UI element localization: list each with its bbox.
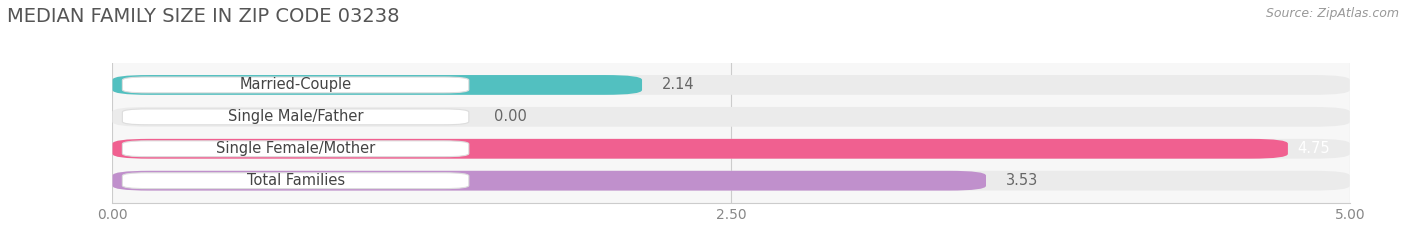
FancyBboxPatch shape: [112, 75, 1350, 95]
Text: 4.75: 4.75: [1298, 141, 1330, 156]
Text: Total Families: Total Families: [246, 173, 344, 188]
Text: Married-Couple: Married-Couple: [239, 77, 352, 93]
Text: MEDIAN FAMILY SIZE IN ZIP CODE 03238: MEDIAN FAMILY SIZE IN ZIP CODE 03238: [7, 7, 399, 26]
Text: Single Female/Mother: Single Female/Mother: [217, 141, 375, 156]
FancyBboxPatch shape: [112, 139, 1350, 159]
Text: Source: ZipAtlas.com: Source: ZipAtlas.com: [1265, 7, 1399, 20]
FancyBboxPatch shape: [112, 75, 643, 95]
Text: 2.14: 2.14: [662, 77, 695, 93]
FancyBboxPatch shape: [112, 107, 1350, 127]
Text: Single Male/Father: Single Male/Father: [228, 109, 363, 124]
Text: 3.53: 3.53: [1005, 173, 1038, 188]
FancyBboxPatch shape: [122, 173, 468, 188]
FancyBboxPatch shape: [122, 109, 468, 125]
FancyBboxPatch shape: [122, 141, 468, 157]
Text: 0.00: 0.00: [494, 109, 526, 124]
FancyBboxPatch shape: [112, 171, 1350, 191]
FancyBboxPatch shape: [122, 77, 468, 93]
FancyBboxPatch shape: [112, 139, 1288, 159]
FancyBboxPatch shape: [112, 171, 986, 191]
